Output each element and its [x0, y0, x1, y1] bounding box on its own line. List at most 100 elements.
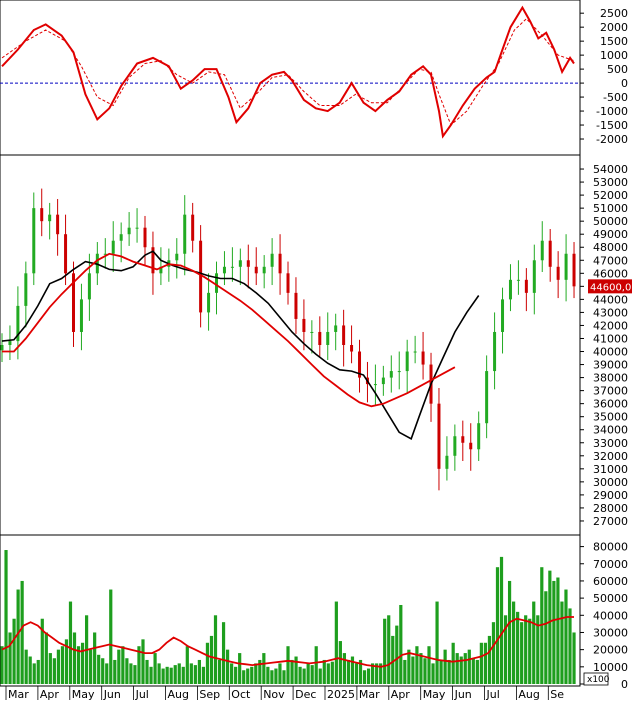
volume-bar-3 [12, 618, 16, 684]
candle-body-32 [254, 266, 258, 274]
volume-bar-77 [310, 665, 314, 684]
candle-body-64 [508, 279, 512, 300]
volume-bar-57 [230, 663, 234, 684]
volume-bar-88 [354, 663, 359, 684]
volume-bar-120 [483, 642, 488, 684]
volume-bar-51 [205, 642, 210, 684]
volume-bar-124 [499, 556, 504, 684]
price-tick-label-1: 53000 [593, 176, 628, 189]
volume-bar-83 [334, 601, 338, 684]
price-tick-label-14: 40000 [593, 346, 628, 359]
candle-body-43 [342, 325, 346, 345]
volume-bar-122 [491, 622, 496, 684]
candle-body-47 [373, 384, 377, 386]
candle-body-22 [175, 253, 179, 261]
volume-bar-111 [447, 659, 451, 684]
volume-bar-52 [209, 635, 214, 684]
month-label-12: Apr [391, 688, 411, 701]
candle-body-68 [540, 240, 544, 261]
volume-bar-61 [246, 668, 250, 684]
candle-body-41 [326, 331, 330, 345]
volume-bar-70 [282, 670, 286, 684]
candle-body-28 [222, 266, 226, 274]
candle-body-7 [56, 214, 60, 235]
volume-bar-11 [44, 632, 48, 684]
volume-bar-118 [475, 659, 479, 684]
volume-bar-26 [105, 663, 109, 684]
volume-bar-47 [189, 663, 193, 684]
volume-bar-8 [32, 663, 36, 684]
month-label-0: Mar [8, 688, 29, 701]
volume-bar-107 [431, 663, 435, 684]
candle-body-53 [421, 351, 425, 365]
volume-bar-17 [68, 601, 73, 684]
volume-bar-101 [407, 649, 411, 684]
volume-bar-137 [552, 580, 556, 684]
candle-body-29 [230, 266, 234, 268]
month-label-13: May [423, 688, 446, 701]
volume-bar-64 [258, 659, 262, 684]
volume-bar-60 [242, 670, 246, 684]
volume-bar-28 [113, 659, 117, 684]
volume-bar-113 [455, 653, 459, 684]
month-label-14: Jun [454, 688, 472, 701]
candle-body-34 [270, 253, 274, 267]
candle-body-33 [262, 266, 266, 274]
candle-body-14 [111, 240, 115, 254]
volume-bar-41 [165, 666, 169, 684]
osc-tick-label-1: 2000 [600, 21, 628, 34]
candle-body-6 [48, 214, 52, 222]
volume-bar-33 [133, 665, 137, 684]
volume-bar-131 [528, 618, 532, 684]
volume-bar-34 [137, 646, 141, 684]
osc-tick-label-7: -1000 [596, 105, 628, 118]
candle-body-38 [302, 318, 306, 332]
volume-bar-139 [560, 601, 564, 684]
candle-body-27 [215, 273, 219, 293]
price-tick-label-11: 43000 [593, 306, 628, 319]
vol-tick-label-1: 70000 [593, 558, 628, 571]
volume-bar-80 [322, 659, 326, 684]
volume-bar-24 [97, 654, 101, 684]
candle-body-8 [64, 234, 68, 274]
price-tick-label-27: 27000 [593, 515, 628, 528]
volume-bar-12 [48, 653, 52, 684]
candle-body-31 [246, 260, 250, 267]
volume-bar-123 [495, 567, 500, 684]
month-label-6: Sep [199, 688, 220, 701]
volume-bar-133 [536, 615, 540, 684]
volume-bar-92 [371, 663, 375, 684]
volume-bar-10 [40, 618, 44, 684]
volume-bar-125 [503, 615, 508, 684]
volume-bar-50 [201, 666, 206, 684]
candle-body-19 [151, 247, 155, 274]
volume-bar-109 [439, 659, 443, 684]
volume-bar-23 [93, 632, 97, 684]
volume-bar-44 [177, 663, 181, 684]
volume-bar-43 [173, 665, 177, 684]
volume-bar-142 [572, 632, 576, 684]
volume-unit-box [583, 672, 609, 686]
volume-bar-81 [326, 663, 330, 684]
month-label-7: Oct [231, 688, 251, 701]
volume-bar-86 [346, 659, 351, 684]
vol-tick-label-8: 0 [621, 678, 628, 691]
volume-bar-97 [391, 635, 395, 684]
volume-bar-136 [548, 570, 552, 684]
month-label-2: May [72, 688, 95, 701]
volume-bar-22 [89, 649, 93, 684]
price-tick-label-16: 38000 [593, 372, 628, 385]
volume-bar-56 [225, 649, 230, 684]
osc-tick-label-8: -1500 [596, 119, 628, 132]
candle-body-9 [72, 273, 76, 332]
vol-tick-label-2: 60000 [593, 575, 628, 588]
candle-body-69 [548, 240, 552, 267]
volume-bar-58 [234, 666, 238, 684]
candle-body-40 [318, 331, 322, 345]
volume-bar-87 [350, 656, 355, 684]
candle-body-66 [524, 279, 528, 293]
osc-tick-label-4: 500 [607, 63, 628, 76]
price-tick-label-10: 44000 [593, 293, 628, 306]
volume-bar-54 [217, 659, 222, 684]
volume-bar-79 [318, 668, 322, 684]
